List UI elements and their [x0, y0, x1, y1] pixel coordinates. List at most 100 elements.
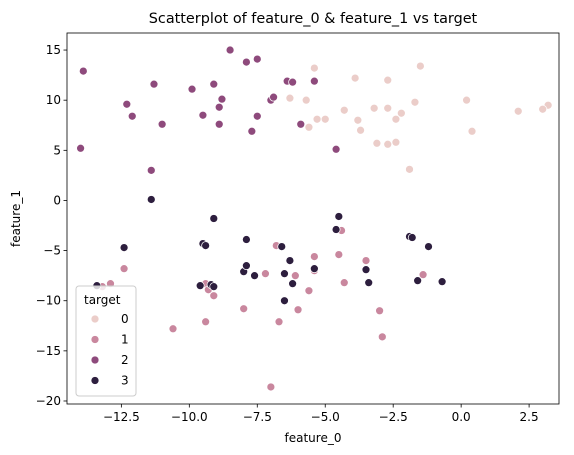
data-point	[122, 99, 132, 109]
data-point	[391, 114, 401, 124]
data-point	[391, 137, 401, 147]
legend-marker	[90, 314, 100, 324]
data-point	[242, 261, 251, 271]
legend-box	[75, 285, 137, 397]
legend-marker	[90, 376, 100, 385]
data-point	[369, 103, 379, 113]
data-point	[250, 271, 259, 281]
legend-label: 3	[121, 374, 129, 388]
data-point	[437, 277, 447, 287]
y-tick-label: 10	[46, 93, 61, 107]
data-point	[538, 104, 548, 114]
data-point	[424, 242, 433, 251]
chart-title: Scatterplot of feature_0 & feature_1 vs …	[149, 11, 478, 27]
data-point	[293, 305, 303, 315]
data-point	[252, 111, 262, 121]
data-point	[277, 242, 287, 251]
data-point	[513, 106, 523, 116]
legend-marker	[90, 355, 100, 365]
data-point	[149, 79, 159, 89]
data-point	[383, 103, 393, 113]
y-tick-label: 0	[53, 193, 61, 207]
data-point	[331, 144, 341, 154]
data-point	[309, 76, 319, 86]
data-point	[383, 139, 393, 149]
data-point	[214, 102, 224, 112]
data-point	[356, 125, 365, 135]
x-axis-label: feature_0	[285, 431, 342, 445]
data-point	[339, 105, 349, 115]
data-point	[242, 235, 251, 244]
x-tick-label: −5.0	[311, 410, 340, 424]
data-point	[304, 122, 314, 132]
y-tick-label: −10	[36, 294, 61, 308]
data-point	[168, 324, 178, 334]
data-point	[334, 250, 344, 259]
data-point	[201, 241, 211, 250]
data-point	[334, 212, 344, 221]
data-point	[280, 269, 289, 279]
data-point	[309, 264, 319, 274]
axes-layer: −12.5 −10.0 −7.5 −5.0 −2.5 0.0 2.5 −20 −15 −10 −5 0…	[36, 43, 539, 424]
data-point	[274, 317, 284, 327]
x-tick-label: −7.5	[243, 410, 272, 424]
data-point	[462, 95, 471, 105]
legend-marker	[90, 335, 100, 344]
legend-label: 2	[121, 353, 129, 367]
legend-title: target	[84, 293, 121, 307]
x-tick-label: −12.5	[103, 410, 140, 424]
data-point	[290, 271, 300, 281]
data-point	[201, 317, 211, 327]
data-point	[312, 114, 322, 124]
points-layer	[76, 45, 553, 392]
data-point	[309, 252, 319, 261]
y-tick-label: −20	[36, 394, 61, 408]
data-point	[296, 119, 306, 129]
data-point	[269, 92, 278, 102]
x-tick-label: −10.0	[171, 410, 208, 424]
data-point	[285, 256, 295, 265]
data-point	[413, 276, 423, 286]
data-point	[119, 243, 129, 252]
data-point	[239, 304, 249, 314]
data-point	[76, 143, 85, 153]
data-point	[405, 164, 414, 174]
data-point	[375, 306, 384, 316]
x-tick-label: 2.5	[520, 410, 539, 424]
data-point	[407, 233, 417, 242]
data-point	[350, 73, 360, 83]
legend-label: 1	[121, 333, 129, 347]
data-point	[146, 195, 156, 204]
data-point	[209, 214, 219, 223]
x-tick-label: −2.5	[379, 410, 408, 424]
data-point	[339, 278, 349, 288]
data-point	[157, 119, 167, 129]
data-point	[309, 63, 319, 73]
y-tick-label: −5	[43, 244, 61, 258]
data-point	[209, 282, 219, 292]
data-point	[198, 110, 208, 120]
data-point	[119, 264, 129, 274]
data-point	[261, 269, 270, 279]
data-point	[415, 61, 425, 71]
plot-frame	[66, 32, 560, 405]
data-point	[288, 279, 297, 289]
data-point	[285, 93, 295, 103]
data-point	[396, 108, 406, 118]
y-tick-label: 15	[46, 43, 61, 57]
y-axis-label: feature_1	[9, 190, 23, 247]
data-point	[242, 57, 251, 67]
data-point	[361, 265, 371, 275]
data-point	[78, 66, 88, 76]
data-point	[383, 75, 393, 85]
data-point	[195, 281, 205, 291]
data-point	[304, 286, 314, 296]
data-point	[353, 115, 363, 125]
data-point	[372, 138, 382, 148]
data-point	[266, 382, 276, 392]
data-point	[410, 97, 420, 107]
data-point	[214, 119, 224, 129]
data-point	[217, 94, 227, 104]
data-point	[280, 296, 289, 306]
